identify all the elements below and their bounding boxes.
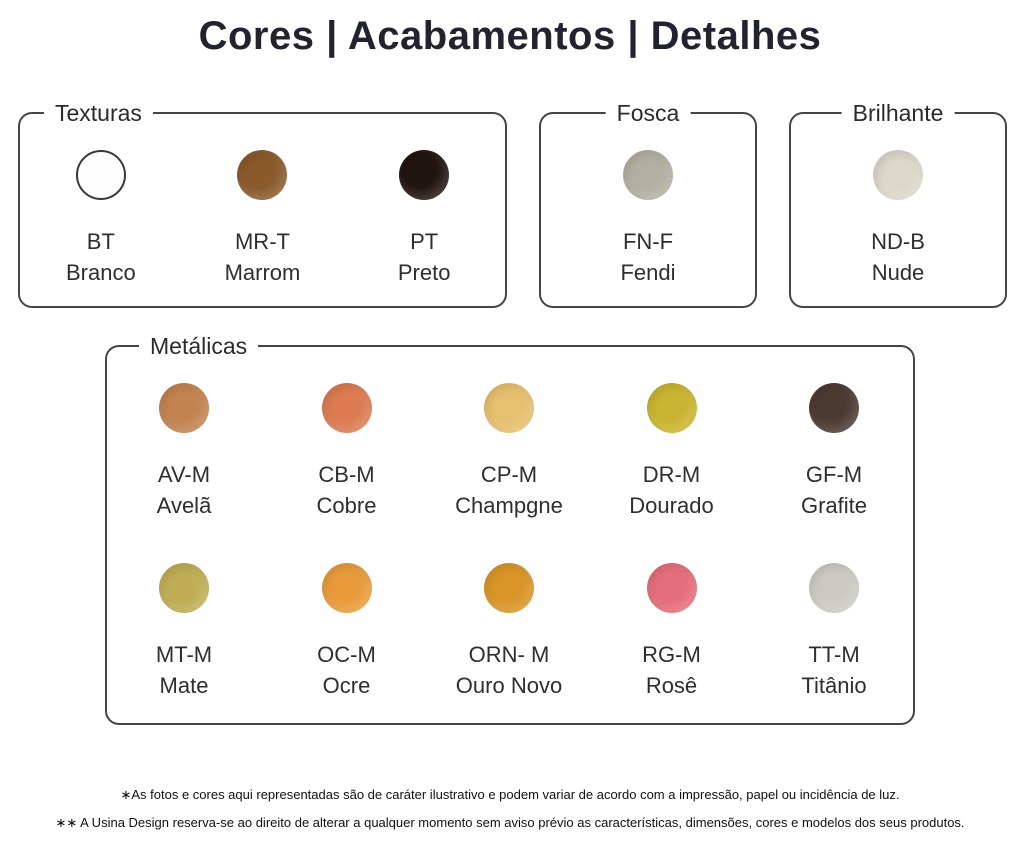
- swatch-name: Rosê: [645, 673, 698, 698]
- swatch-mtm-mate: MT-M Mate: [109, 563, 259, 701]
- metalicas-swatch-grid: AV-M Avelã CB-M Cobre CP-M Champgne DR-M…: [107, 347, 913, 701]
- swatch-cpm-champgne: CP-M Champgne: [434, 383, 584, 521]
- swatch-name: Nude: [871, 260, 925, 285]
- swatch-name: Titânio: [801, 673, 867, 698]
- fosca-swatch-row: FN-F Fendi: [541, 114, 755, 288]
- swatch-gfm-grafite: GF-M Grafite: [759, 383, 909, 521]
- swatch-bt-branco: BT Branco: [41, 150, 161, 288]
- footnote-rights: ∗∗ A Usina Design reserva-se ao direito …: [55, 815, 965, 830]
- swatch-avm-avela: AV-M Avelã: [109, 383, 259, 521]
- swatch-code: CP-M: [480, 462, 538, 487]
- swatch-ttm-titanio: TT-M Titânio: [759, 563, 909, 701]
- swatch-drm-dourado: DR-M Dourado: [597, 383, 747, 521]
- swatch-name: Ouro Novo: [455, 673, 563, 698]
- swatch-fnf-fendi: FN-F Fendi: [588, 150, 708, 288]
- page-title: Cores | Acabamentos | Detalhes: [198, 14, 822, 58]
- group-label-brilhante: Brilhante: [841, 98, 955, 128]
- swatch-name: Branco: [65, 260, 136, 285]
- color-dot-ornm: [484, 563, 534, 613]
- swatch-code: PT: [410, 229, 439, 254]
- swatch-name: Avelã: [156, 493, 212, 518]
- swatch-cbm-cobre: CB-M Cobre: [272, 383, 422, 521]
- swatch-name: Mate: [159, 673, 209, 698]
- swatch-ndb-nude: ND-B Nude: [838, 150, 958, 288]
- swatch-code: TT-M: [808, 642, 860, 667]
- color-dot-fnf: [623, 150, 673, 200]
- swatch-code: OC-M: [317, 642, 376, 667]
- swatch-code: MR-T: [234, 229, 290, 254]
- group-box-brilhante: Brilhante ND-B Nude: [789, 98, 1007, 308]
- texturas-swatch-row: BT Branco MR-T Marrom PT Preto: [20, 114, 505, 288]
- swatch-code: GF-M: [805, 462, 863, 487]
- color-dot-rgm: [646, 563, 697, 613]
- color-dot-avm: [159, 383, 209, 433]
- top-groups-row: Texturas BT Branco MR-T Marrom PT Preto: [18, 98, 1007, 308]
- swatch-name: Preto: [397, 260, 451, 285]
- swatch-code: ORN- M: [468, 642, 550, 667]
- color-chart-page: Cores | Acabamentos | Detalhes Texturas …: [0, 12, 1020, 858]
- swatch-mrt-marrom: MR-T Marrom: [202, 150, 322, 288]
- group-label-metalicas: Metálicas: [139, 331, 259, 361]
- swatch-name: Cobre: [316, 493, 377, 518]
- swatch-code: DR-M: [642, 462, 701, 487]
- color-dot-mtm: [159, 563, 209, 613]
- swatch-ocm-ocre: OC-M Ocre: [272, 563, 422, 701]
- color-dot-gfm: [809, 383, 859, 433]
- footnotes: ∗As fotos e cores aqui representadas são…: [0, 781, 1020, 837]
- swatch-name: Fendi: [620, 260, 676, 285]
- swatch-code: FN-F: [622, 229, 674, 254]
- group-label-texturas: Texturas: [44, 98, 153, 128]
- color-dot-ocm: [321, 563, 372, 613]
- footnote-illustrative: ∗As fotos e cores aqui representadas são…: [120, 787, 900, 802]
- color-dot-ndb: [873, 150, 923, 200]
- color-dot-ttm: [809, 563, 859, 613]
- swatch-name: Ocre: [322, 673, 371, 698]
- swatch-code: MT-M: [155, 642, 213, 667]
- swatch-name: Marrom: [224, 260, 301, 285]
- swatch-code: AV-M: [157, 462, 211, 487]
- group-box-fosca: Fosca FN-F Fendi: [539, 98, 757, 308]
- color-dot-bt: [75, 150, 126, 200]
- color-dot-mrt: [237, 150, 288, 200]
- swatch-code: CB-M: [318, 462, 375, 487]
- swatch-code: RG-M: [642, 642, 701, 667]
- swatch-name: Grafite: [800, 493, 868, 518]
- swatch-ornm-ouro-novo: ORN- M Ouro Novo: [434, 563, 584, 701]
- color-dot-cpm: [484, 383, 534, 433]
- color-dot-drm: [646, 383, 697, 433]
- swatch-code: ND-B: [871, 229, 925, 254]
- group-box-metalicas: Metálicas AV-M Avelã CB-M Cobre CP-M Cha…: [105, 331, 915, 725]
- brilhante-swatch-row: ND-B Nude: [791, 114, 1005, 288]
- swatch-name: Champgne: [455, 493, 563, 518]
- swatch-rgm-rose: RG-M Rosê: [597, 563, 747, 701]
- group-box-texturas: Texturas BT Branco MR-T Marrom PT Preto: [18, 98, 507, 308]
- color-dot-cbm: [321, 383, 372, 433]
- swatch-pt-preto: PT Preto: [364, 150, 484, 288]
- group-label-fosca: Fosca: [605, 98, 691, 128]
- color-dot-pt: [399, 150, 450, 200]
- swatch-name: Dourado: [629, 493, 714, 518]
- swatch-code: BT: [86, 229, 115, 254]
